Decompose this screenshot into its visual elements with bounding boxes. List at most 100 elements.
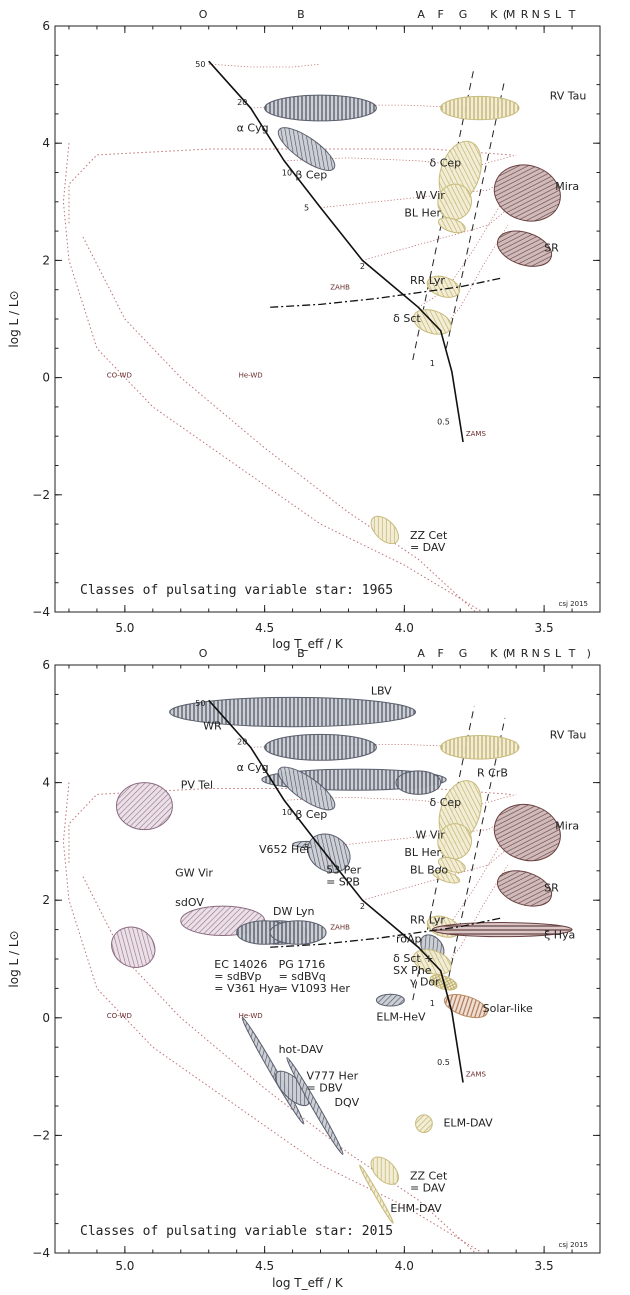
- pulsator-region: [437, 856, 466, 873]
- spectral-type-label: R: [521, 647, 529, 660]
- pulsator-region: [493, 803, 561, 862]
- pulsator-region: [286, 1057, 344, 1155]
- pulsator-class-label: PV Tel: [181, 778, 213, 791]
- y-tick-label: −4: [32, 605, 50, 619]
- pulsator-class-label: RR Lyr: [410, 914, 445, 927]
- mass-label: 5: [304, 843, 309, 852]
- pulsator-class-label-line: α Cyg: [237, 121, 269, 134]
- pulsator-class-label: α Cyg: [237, 761, 269, 774]
- x-axis-title: log T_eff / K: [272, 637, 344, 651]
- mass-label: 50: [195, 60, 205, 69]
- pulsator-class-label: EHM-DAV: [390, 1202, 442, 1215]
- spectral-type-label: T: [568, 8, 576, 21]
- pulsator-class-label-line: = sdBVq: [279, 970, 326, 983]
- y-tick-label: 4: [42, 776, 50, 790]
- pulsator-class-label-line: δ Sct: [393, 312, 421, 325]
- pulsator-class-label-line: DQV: [334, 1096, 359, 1109]
- spectral-type-label: K: [490, 647, 498, 660]
- zahb-label: ZAHB: [330, 284, 350, 292]
- zams-label: ZAMS: [466, 1071, 487, 1079]
- spectral-type-label: (: [503, 8, 507, 21]
- mass-label: 50: [195, 699, 205, 708]
- pulsator-region: [431, 922, 573, 938]
- pulsator-class-label: 53 Per = SPB: [326, 864, 362, 889]
- mass-label: 20: [237, 98, 247, 107]
- pulsator-class-label: ZZ Cet = DAV: [410, 1170, 448, 1195]
- pulsator-class-label-line: ELM-DAV: [443, 1117, 493, 1130]
- pulsator-region: [169, 696, 417, 728]
- pulsator-class-label-line: ELM-HeV: [376, 1011, 426, 1024]
- spectral-type-label: O: [199, 647, 208, 660]
- pulsator-class-label-line: BL Boo: [410, 864, 448, 877]
- evolutionary-track: [284, 793, 517, 807]
- spectral-type-label: M: [506, 8, 516, 21]
- pulsator-region: [496, 230, 553, 267]
- pulsator-class-label-line: = DBV: [307, 1082, 343, 1095]
- spectral-type-label: M: [506, 647, 516, 660]
- spectral-type-label: B: [297, 647, 305, 660]
- pulsator-class-label: BL Boo: [410, 864, 448, 877]
- pulsator-class-label: RV Tau: [550, 729, 587, 742]
- mass-label: 2: [360, 262, 365, 271]
- pulsator-class-label-line: δ Sct +: [393, 952, 433, 965]
- pulsator-class-label-line: roAp: [396, 933, 422, 946]
- spectral-type-label: B: [297, 8, 305, 21]
- x-axis-title: log T_eff / K: [272, 1276, 344, 1290]
- pulsator-class-label-line: RV Tau: [550, 729, 587, 742]
- pulsator-class-label: δ Cep: [430, 796, 462, 809]
- chart-title: Classes of pulsating variable star: 1965: [80, 583, 393, 598]
- spectral-type-label: ): [587, 647, 591, 660]
- pulsator-class-label-line: γ Dor: [410, 975, 440, 988]
- pulsator-class-label-line: BL Her: [404, 846, 441, 859]
- pulsator-region: [443, 994, 488, 1019]
- spectral-type-label: A: [417, 8, 425, 21]
- y-tick-label: −2: [32, 488, 50, 502]
- spectral-type-label: O: [199, 8, 208, 21]
- pulsator-class-label: roAp: [396, 933, 422, 946]
- pulsator-class-label-line: β Cep: [295, 808, 327, 821]
- pulsator-region: [115, 782, 173, 831]
- pulsator-class-label: α Cyg: [237, 121, 269, 134]
- pulsator-class-label: DQV: [334, 1096, 359, 1109]
- wd-track-label: He-WD: [239, 1012, 263, 1020]
- pulsator-class-label: Solar-like: [483, 1002, 533, 1015]
- pulsator-class-label-line: W Vir: [416, 828, 446, 841]
- spectral-type-label: G: [459, 8, 468, 21]
- pulsator-region: [277, 766, 336, 811]
- pulsator-class-label: EC 14026 = sdBVp = V361 Hya: [214, 958, 280, 995]
- spectral-type-label: L: [555, 647, 562, 660]
- spectral-type-label: T: [568, 647, 576, 660]
- pulsator-region: [440, 735, 520, 760]
- pulsator-class-label: DW Lyn: [273, 905, 314, 918]
- x-tick-label: 4.0: [395, 621, 414, 635]
- mass-label: 0.5: [437, 417, 450, 426]
- mass-label: 10: [282, 168, 292, 177]
- pulsator-class-label: β Cep: [295, 168, 327, 181]
- chart-credit: csj 2015: [559, 600, 588, 608]
- spectral-type-label: (: [503, 647, 507, 660]
- pulsator-region: [415, 1114, 433, 1133]
- pulsator-class-label: SR: [544, 242, 559, 255]
- spectral-type-label: F: [438, 8, 444, 21]
- spectral-type-label: K: [490, 8, 498, 21]
- instability-strip-edge: [445, 78, 506, 349]
- pulsator-region: [375, 993, 405, 1007]
- pulsator-region: [359, 1164, 394, 1224]
- pulsator-class-label-line: PV Tel: [181, 778, 213, 791]
- pulsator-class-label-line: SR: [544, 242, 559, 255]
- pulsator-class-label-line: EHM-DAV: [390, 1202, 442, 1215]
- evolutionary-track: [362, 201, 517, 261]
- wd-track-label: CO-WD: [107, 1012, 132, 1020]
- chart-title: Classes of pulsating variable star: 2015: [80, 1224, 393, 1239]
- pulsator-region: [111, 926, 156, 968]
- mass-label: 2: [360, 902, 365, 911]
- plot-area: CO-WD He-WD ZAMS ZAHB 50 20 10 5 2 1 0.5 α Cyg β Cep…: [62, 60, 586, 612]
- spectral-type-label: N: [532, 8, 540, 21]
- pulsator-class-label-line: = sdBVp: [214, 970, 261, 983]
- pulsator-region: [269, 920, 327, 945]
- spectral-type-label: R: [521, 8, 529, 21]
- pulsator-region: [370, 1156, 399, 1185]
- pulsator-class-label-line: RR Lyr: [410, 274, 445, 287]
- pulsator-class-label: ELM-DAV: [443, 1117, 493, 1130]
- mass-label: 0.5: [437, 1058, 450, 1067]
